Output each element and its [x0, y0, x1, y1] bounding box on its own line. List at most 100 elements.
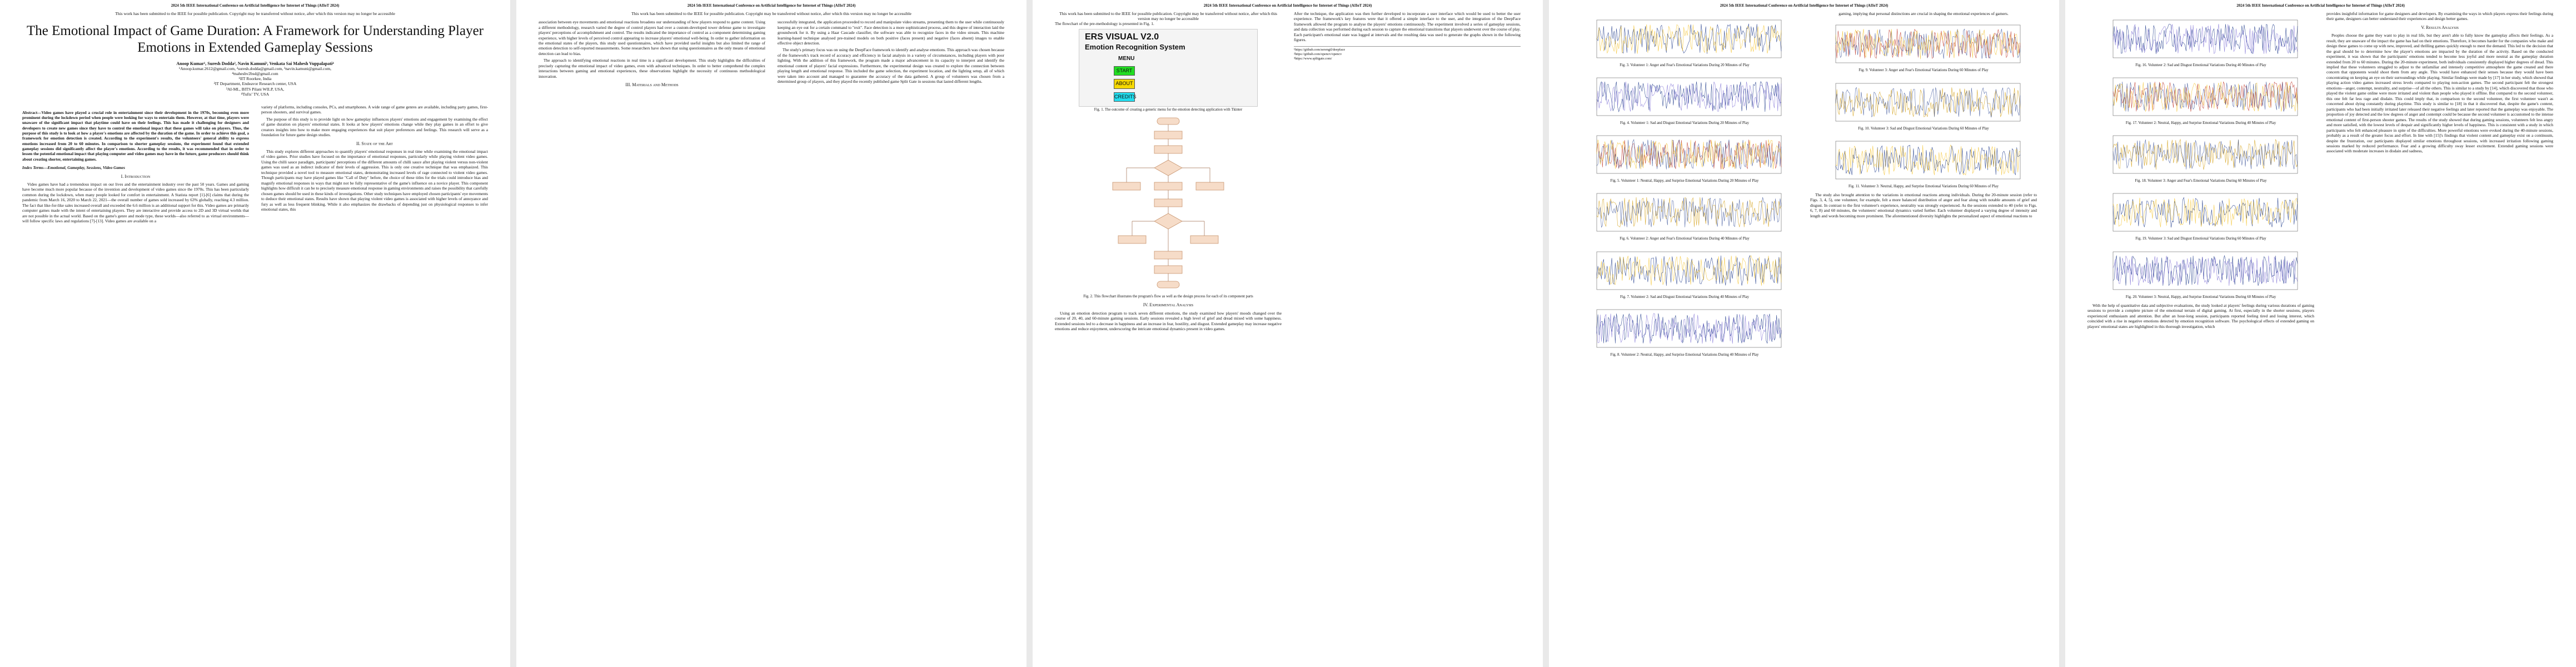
p3-col2-para-1: After the technique, the application was…: [1294, 11, 1521, 43]
emotion-plot-fig20: [2101, 245, 2301, 294]
figure-1: ERS VISUAL V2.0 Emotion Recognition Syst…: [1055, 28, 1282, 113]
emotion-series-line: [2112, 198, 2298, 228]
plot-frame: [2112, 193, 2298, 232]
page-5: 2024 5th IEEE International Conference o…: [2065, 0, 2576, 667]
p4-col1: Fig. 3. Volunteer 1: Anger and Fear's Em…: [1571, 11, 1798, 361]
fig3-caption: Fig. 3. Volunteer 1: Anger and Fear's Em…: [1620, 63, 1750, 67]
plot-frame: [1835, 141, 2021, 180]
conference-header: 2024 5th IEEE International Conference o…: [1720, 3, 1889, 8]
fig9-caption: Fig. 9. Volunteer 3: Anger and Fear's Em…: [1858, 68, 1989, 73]
plot-frame: [2112, 19, 2298, 58]
fig18-caption: Fig. 18. Volunteer 3: Anger and Fear's E…: [2135, 179, 2267, 183]
emotion-series-line: [1596, 23, 1782, 54]
emotion-series-line: [1596, 313, 1782, 344]
intro-paragraph: Video games have had a tremendous impact…: [22, 181, 249, 224]
plot-frame: [2112, 136, 2298, 174]
emotion-plot-fig16: [2101, 13, 2301, 62]
fig6-caption: Fig. 6. Volunteer 2: Anger and Fear's Em…: [1620, 237, 1750, 241]
emotion-plot-fig11: [1823, 134, 2024, 183]
figure-2-caption: Fig. 2. This flowchart illustrates the p…: [1083, 295, 1253, 299]
page-2: 2024 5th IEEE International Conference o…: [516, 0, 1027, 667]
emotion-plot-fig7: [1585, 245, 1785, 294]
plot-frame: [1596, 136, 1782, 174]
emotion-plot-fig19: [2101, 187, 2301, 236]
plot-frame: [2112, 251, 2298, 290]
figure-2: Fig. 2. This flowchart illustrates the p…: [1055, 116, 1282, 299]
index-terms: Index Terms—Emotional, Gameplay, Session…: [22, 165, 126, 171]
fig11-caption: Fig. 11. Volunteer 3: Neutral, Happy, an…: [1848, 184, 1999, 188]
fig20-caption: Fig. 20. Volunteer 3: Neutral, Happy, an…: [2125, 295, 2276, 299]
fig16-caption: Fig. 16. Volunteer 2: Sad and Disgust Em…: [2135, 63, 2266, 67]
fig1-intro: The flowchart of the pre-methodology is …: [1055, 21, 1154, 27]
fig4-caption: Fig. 4. Volunteer 1: Sad and Disgust Emo…: [1620, 121, 1750, 126]
about-button[interactable]: ABOUT: [1114, 79, 1135, 89]
emotion-series-line: [2112, 197, 2298, 228]
p4-col2-intro: gaming, implying that personal distincti…: [1838, 11, 2009, 16]
section-results: V. Results Analysis: [2421, 24, 2459, 30]
gui-menu-label: MENU: [1118, 55, 1135, 62]
emotion-plot-fig10: [1823, 76, 2024, 126]
program-flowchart: [1112, 117, 1224, 288]
figure-1-caption: Fig. 1. The outcome of creating a generi…: [1094, 108, 1243, 112]
emotion-plot-fig9: [1823, 18, 2024, 68]
copyright-notice: This work has been submitted to the IEEE…: [1059, 11, 1278, 22]
emotion-plot-fig6: [1585, 187, 1785, 236]
page-1: 2024 5th IEEE International Conference o…: [0, 0, 510, 667]
emotion-series-line: [1596, 24, 1782, 54]
emotion-plot-fig18: [2101, 129, 2301, 178]
conference-header: 2024 5th IEEE International Conference o…: [171, 3, 340, 8]
footnote-3: ³https://www.splitgate.com/: [1294, 56, 1332, 61]
affiliation-1: ¹Anoop.kumar.2612@gmail.com, ²suresh.dod…: [178, 66, 332, 72]
conference-header: 2024 5th IEEE International Conference o…: [1203, 3, 1372, 8]
emotion-series-line: [1596, 255, 1782, 286]
emotion-plot-fig8: [1585, 302, 1785, 352]
section-experimental-analysis: IV. Experimental Analysis: [1143, 302, 1194, 308]
emotion-series-line: [1835, 145, 2021, 175]
fig8-caption: Fig. 8. Volunteer 2: Neutral, Happy, and…: [1610, 352, 1759, 357]
p5-col2-para-2: Peoples choose the game they want to pla…: [2326, 33, 2553, 154]
emotion-series-line: [2112, 140, 2298, 170]
affiliation-2: ⁴maheshv2bsd@gmail.com: [232, 71, 278, 77]
experiment-paragraph: Using an emotion detection program to tr…: [1055, 310, 1282, 332]
emotion-series-line: [2112, 139, 2298, 170]
fig10-caption: Fig. 10. Volunteer 3: Sad and Disgust Em…: [1858, 126, 1989, 131]
p5-col1-tail: With the help of quantitative data and s…: [2087, 302, 2314, 329]
gui-subtitle: Emotion Recognition System: [1085, 43, 1185, 52]
emotion-series-line: [2112, 23, 2298, 54]
page-4: 2024 5th IEEE International Conference o…: [1549, 0, 2059, 667]
affiliation-5: ³AI-ML, BITS Pilani WILP, USA,: [226, 86, 285, 92]
emotion-series-line: [1596, 140, 1782, 170]
plot-frame: [1596, 193, 1782, 232]
emotion-plot-fig4: [1585, 71, 1785, 121]
emotion-plot-fig3: [1585, 13, 1785, 62]
emotion-series-line: [2112, 255, 2298, 286]
section-state-of-art: II. State of the Art: [356, 141, 393, 146]
emotion-series-line: [2112, 255, 2298, 286]
fig5-caption: Fig. 5. Volunteer 1: Neutral, Happy, and…: [1610, 179, 1759, 183]
emotion-series-line: [2112, 81, 2298, 112]
page-3: 2024 5th IEEE International Conference o…: [1033, 0, 1543, 667]
fig19-caption: Fig. 19. Volunteer 3: Sad and Disgust Em…: [2135, 237, 2266, 241]
emotion-series-line: [1835, 144, 2021, 176]
section-methods: III. Materials and Methods: [625, 82, 679, 88]
emotion-plot-fig5: [1585, 129, 1785, 178]
emotion-series-line: [2112, 81, 2298, 112]
start-button[interactable]: START: [1114, 66, 1135, 76]
emotion-series-line: [1596, 313, 1782, 344]
abstract: Abstract—Video games have played a cruci…: [22, 109, 249, 162]
emotion-series-line: [1835, 29, 2021, 59]
affiliation-3: ¹IIT Roorkee, India: [238, 76, 272, 82]
footnote-2: ²https://github.com/opencv/opencv: [1294, 52, 1342, 56]
author-list: Anoop Kumar¹, Suresh Dodda², Navin Kamun…: [176, 61, 334, 67]
plot-frame: [1596, 77, 1782, 116]
credits-button[interactable]: CREDITS: [1114, 92, 1137, 102]
emotion-series-line: [1835, 87, 2021, 117]
conference-header: 2024 5th IEEE International Conference o…: [2236, 3, 2405, 8]
paper-title: The Emotional Impact of Game Duration: A…: [26, 23, 484, 55]
p1-col2-para-1: variety of platforms, including consoles…: [261, 104, 488, 115]
affiliation-4: ²IT Department, Endeavor Research center…: [213, 81, 297, 87]
fig17-caption: Fig. 17. Volunteer 2: Neutral, Happy, an…: [2125, 121, 2276, 126]
p5-col2-para-1: provides insightful information for game…: [2326, 11, 2553, 22]
copyright-notice: This work has been submitted to the IEEE…: [631, 11, 911, 16]
